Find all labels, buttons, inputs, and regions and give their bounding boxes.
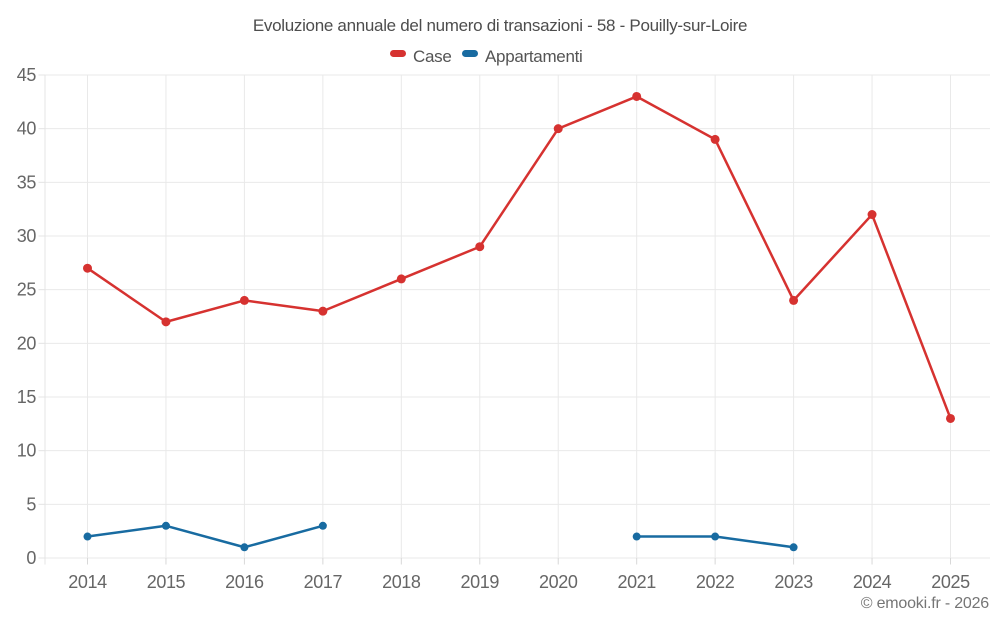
copyright-text: © emooki.fr - 2026 bbox=[861, 595, 990, 612]
case-point-2024[interactable] bbox=[867, 210, 877, 220]
y-tick-label: 15 bbox=[17, 387, 37, 407]
case-point-2017[interactable] bbox=[318, 306, 328, 316]
x-tick-label: 2025 bbox=[931, 572, 970, 592]
appartamenti-point-2022[interactable] bbox=[711, 532, 720, 541]
legend-item-appartamenti[interactable]: Appartamenti bbox=[462, 47, 583, 66]
x-tick-label: 2018 bbox=[382, 572, 421, 592]
case-point-2020[interactable] bbox=[553, 124, 563, 134]
case-point-2023[interactable] bbox=[789, 295, 799, 305]
case-point-2016[interactable] bbox=[239, 295, 249, 305]
case-point-2022[interactable] bbox=[710, 134, 720, 144]
x-tick-label: 2024 bbox=[853, 572, 892, 592]
y-tick-label: 30 bbox=[17, 226, 37, 246]
y-tick-label: 20 bbox=[17, 333, 37, 353]
x-tick-label: 2022 bbox=[696, 572, 735, 592]
chart-legend: Case Appartamenti bbox=[390, 47, 583, 66]
y-tick-label: 40 bbox=[17, 119, 37, 139]
appartamenti-point-2014[interactable] bbox=[83, 532, 92, 541]
series-case bbox=[83, 91, 955, 423]
case-point-2025[interactable] bbox=[945, 413, 955, 423]
grid-layer bbox=[38, 74, 990, 565]
y-tick-label: 25 bbox=[17, 280, 37, 300]
appartamenti-point-2017[interactable] bbox=[318, 521, 327, 530]
appartamenti-line bbox=[86, 524, 325, 549]
x-tick-label: 2014 bbox=[68, 572, 107, 592]
appartamenti-point-2015[interactable] bbox=[161, 521, 170, 530]
legend-item-case[interactable]: Case bbox=[390, 47, 452, 66]
case-point-2021[interactable] bbox=[632, 91, 642, 101]
appartamenti-point-2021[interactable] bbox=[632, 532, 641, 541]
y-tick-label: 45 bbox=[17, 65, 37, 85]
case-line bbox=[86, 95, 952, 420]
y-tick-label: 35 bbox=[17, 172, 37, 192]
appartamenti-legend-label: Appartamenti bbox=[485, 47, 583, 66]
appartamenti-point-2023[interactable] bbox=[789, 543, 798, 552]
series-layer bbox=[83, 91, 955, 552]
appartamenti-point-2016[interactable] bbox=[240, 543, 249, 552]
x-tick-label: 2016 bbox=[225, 572, 264, 592]
x-tick-label: 2019 bbox=[461, 572, 500, 592]
x-tick-label: 2020 bbox=[539, 572, 578, 592]
case-point-2018[interactable] bbox=[396, 274, 406, 284]
y-tick-label: 10 bbox=[17, 441, 37, 461]
series-appartamenti bbox=[83, 521, 798, 552]
y-tick-label: 0 bbox=[26, 548, 36, 568]
x-tick-label: 2017 bbox=[304, 572, 343, 592]
appartamenti-legend-swatch-icon bbox=[462, 50, 478, 57]
x-tick-label: 2015 bbox=[147, 572, 186, 592]
x-tick-label: 2023 bbox=[774, 572, 813, 592]
y-tick-label: 5 bbox=[26, 494, 36, 514]
x-tick-label: 2021 bbox=[617, 572, 656, 592]
case-point-2014[interactable] bbox=[83, 263, 92, 273]
case-point-2015[interactable] bbox=[161, 317, 171, 327]
case-point-2019[interactable] bbox=[475, 242, 485, 252]
case-legend-swatch-icon bbox=[390, 50, 406, 57]
case-legend-label: Case bbox=[413, 47, 452, 66]
chart-title: Evoluzione annuale del numero di transaz… bbox=[253, 16, 747, 35]
